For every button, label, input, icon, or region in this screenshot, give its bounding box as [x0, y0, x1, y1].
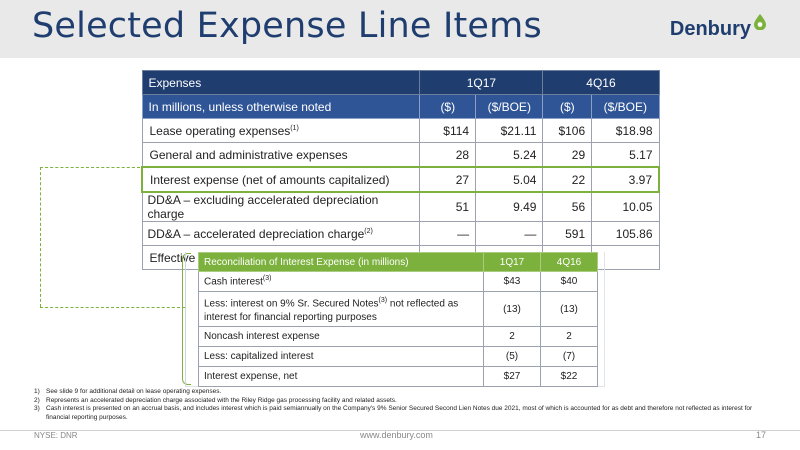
table-subheader-row: In millions, unless otherwise noted ($) …	[141, 94, 660, 119]
footer-url[interactable]: www.denbury.com	[360, 430, 433, 440]
row-value: —	[419, 221, 477, 246]
drop-icon	[754, 14, 766, 35]
recon-row: Noncash interest expense 2 2	[198, 326, 598, 347]
recon-row-label: Interest expense, net	[198, 366, 484, 387]
row-value	[591, 245, 660, 270]
row-value: 5.24	[475, 142, 544, 168]
connector-line	[40, 307, 185, 308]
row-value: 3.97	[591, 166, 661, 193]
subheader-col: ($)	[542, 94, 593, 119]
recon-header-row: Reconciliation of Interest Expense (in m…	[198, 252, 598, 272]
footer-ticker: NYSE: DNR	[34, 431, 78, 440]
row-value: 27	[419, 166, 477, 193]
table-header-row: Expenses 1Q17 4Q16	[141, 70, 660, 95]
table-row-highlighted: Interest expense (net of amounts capital…	[141, 166, 661, 193]
recon-row-value: $40	[540, 271, 598, 292]
recon-row-value: 2	[483, 326, 541, 347]
recon-row-value: $27	[483, 366, 541, 387]
subheader-label: In millions, unless otherwise noted	[141, 94, 421, 119]
row-value: 5.17	[591, 142, 660, 168]
row-value: $21.11	[475, 118, 544, 143]
slide-title: Selected Expense Line Items	[32, 6, 542, 46]
recon-row: Less: capitalized interest (5) (7)	[198, 346, 598, 367]
row-value: $106	[542, 118, 593, 143]
table-row: DD&A – accelerated depreciation charge(2…	[141, 221, 660, 246]
recon-row-value: (13)	[483, 291, 541, 327]
recon-row-label: Less: capitalized interest	[198, 346, 484, 367]
recon-row-value: 2	[540, 326, 598, 347]
company-logo: Denbury	[669, 14, 766, 41]
row-label: DD&A – excluding accelerated depreciatio…	[141, 191, 421, 222]
row-label: General and administrative expenses	[141, 142, 421, 168]
subheader-col: ($)	[419, 94, 477, 119]
row-value: 105.86	[591, 221, 660, 246]
recon-row-label: Cash interest(3)	[198, 271, 484, 292]
footer-divider	[0, 430, 800, 431]
row-value: 591	[542, 221, 593, 246]
bracket-connector	[182, 253, 191, 385]
recon-row-value: $22	[540, 366, 598, 387]
row-value: $18.98	[591, 118, 660, 143]
recon-row-label: Less: interest on 9% Sr. Secured Notes(3…	[198, 291, 484, 327]
table-row: Lease operating expenses(1) $114 $21.11 …	[141, 118, 660, 143]
recon-header-label: Reconciliation of Interest Expense (in m…	[198, 252, 484, 272]
row-value: 51	[419, 191, 477, 222]
recon-row: Interest expense, net $27 $22	[198, 366, 598, 387]
recon-row-value: (13)	[540, 291, 598, 327]
row-label: DD&A – accelerated depreciation charge(2…	[141, 221, 421, 246]
slide-header: Selected Expense Line Items Denbury	[0, 0, 800, 58]
footnote: 3) Cash interest is presented on an accru…	[34, 405, 753, 421]
recon-frame	[185, 252, 605, 387]
row-value: 10.05	[591, 191, 660, 222]
row-value: 56	[542, 191, 593, 222]
row-value: 29	[542, 142, 593, 168]
header-period-1: 1Q17	[419, 70, 544, 95]
row-label: Lease operating expenses(1)	[141, 118, 421, 143]
recon-row-label: Noncash interest expense	[198, 326, 484, 347]
recon-header-period: 4Q16	[540, 252, 598, 272]
page-number: 17	[756, 430, 767, 440]
row-value: 22	[542, 166, 593, 193]
footnote: 1) See slide 9 for additional detail on l…	[34, 388, 222, 395]
recon-row: Cash interest(3) $43 $40	[198, 271, 598, 292]
subheader-col: ($/BOE)	[475, 94, 544, 119]
recon-row-value: (5)	[483, 346, 541, 367]
interest-reconciliation-table: Reconciliation of Interest Expense (in m…	[198, 252, 598, 387]
row-value: 9.49	[475, 191, 544, 222]
expenses-table: Expenses 1Q17 4Q16 In millions, unless o…	[141, 70, 661, 270]
row-value: 28	[419, 142, 477, 168]
connector-line	[40, 167, 41, 307]
logo-text: Denbury	[669, 18, 751, 40]
header-label: Expenses	[141, 70, 421, 95]
row-value: 5.04	[475, 166, 544, 193]
row-value: $114	[419, 118, 477, 143]
table-row: General and administrative expenses 28 5…	[141, 142, 660, 168]
footnote: 2) Represents an accelerated depreciation…	[34, 396, 397, 404]
connector-line	[40, 167, 140, 168]
header-period-2: 4Q16	[542, 70, 660, 95]
subheader-col: ($/BOE)	[591, 94, 660, 119]
recon-row-value: $43	[483, 271, 541, 292]
table-row: DD&A – excluding accelerated depreciatio…	[141, 191, 660, 222]
recon-header-period: 1Q17	[483, 252, 541, 272]
recon-row: Less: interest on 9% Sr. Secured Notes(3…	[198, 291, 598, 327]
row-value: —	[475, 221, 544, 246]
footnotes: 1) See slide 9 for additional detail on l…	[34, 388, 774, 422]
recon-row-value: (7)	[540, 346, 598, 367]
row-label: Interest expense (net of amounts capital…	[141, 166, 421, 193]
